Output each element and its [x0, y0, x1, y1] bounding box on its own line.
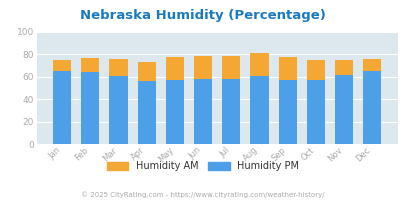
- Bar: [362, 59, 381, 71]
- Bar: [334, 60, 352, 75]
- Bar: [222, 56, 240, 79]
- Bar: [306, 80, 324, 144]
- Bar: [137, 62, 156, 81]
- Legend: Humidity AM, Humidity PM: Humidity AM, Humidity PM: [102, 157, 303, 175]
- Bar: [194, 79, 212, 144]
- Bar: [165, 80, 183, 144]
- Bar: [278, 57, 296, 80]
- Bar: [109, 76, 127, 144]
- Text: © 2025 CityRating.com - https://www.cityrating.com/weather-history/: © 2025 CityRating.com - https://www.city…: [81, 191, 324, 198]
- Bar: [194, 56, 212, 79]
- Bar: [222, 79, 240, 144]
- Bar: [81, 58, 99, 72]
- Bar: [53, 71, 71, 144]
- Bar: [81, 72, 99, 144]
- Bar: [306, 60, 324, 80]
- Bar: [250, 76, 268, 144]
- Bar: [362, 71, 381, 144]
- Bar: [109, 59, 127, 76]
- Bar: [165, 57, 183, 80]
- Bar: [137, 81, 156, 144]
- Bar: [53, 60, 71, 71]
- Bar: [278, 80, 296, 144]
- Bar: [250, 53, 268, 76]
- Bar: [334, 75, 352, 144]
- Text: Nebraska Humidity (Percentage): Nebraska Humidity (Percentage): [80, 9, 325, 22]
